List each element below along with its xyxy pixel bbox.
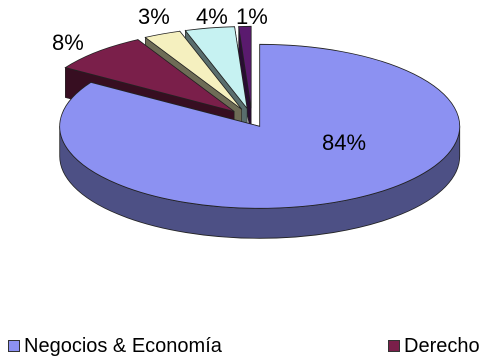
legend-label-0: Negocios & Economía (24, 335, 222, 357)
slice-2 (144, 30, 242, 110)
legend-swatch-0 (8, 340, 20, 352)
slice-label-2: 3% (138, 4, 170, 29)
pie-tops (59, 25, 461, 209)
slice-label-0: 84% (322, 130, 366, 155)
legend: Negocios & Economía Derecho (0, 334, 503, 360)
legend-swatch-1 (388, 340, 400, 352)
slice-0 (59, 43, 461, 209)
slice-4 (238, 25, 252, 109)
slice-label-1: 8% (52, 30, 84, 55)
legend-item-1: Derecho (388, 334, 480, 358)
legend-item-0: Negocios & Economía (8, 334, 222, 358)
slice-label-3: 4% (196, 4, 228, 29)
slice-label-4: 1% (236, 4, 268, 29)
slice-1 (64, 39, 235, 112)
pie-chart: 84% 8% 3% 4% 1% (52, 4, 461, 239)
pie-labels: 84% 8% 3% 4% 1% (52, 4, 366, 155)
legend-label-1: Derecho (404, 335, 480, 357)
slice-3 (184, 26, 248, 110)
